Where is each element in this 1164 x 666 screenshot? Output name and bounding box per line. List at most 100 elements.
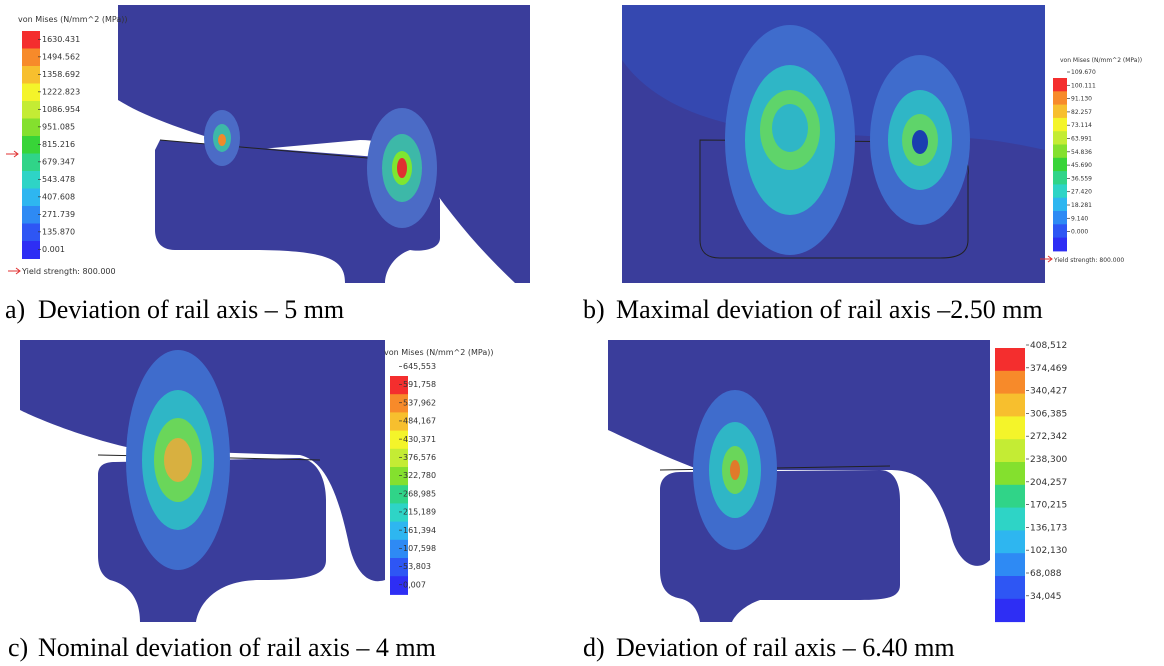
legend-swatch: [22, 171, 40, 189]
caption: Maximal deviation of rail axis –2.50 mm: [616, 295, 1043, 324]
legend-value: 543.478: [42, 175, 75, 184]
legend-swatch: [1053, 91, 1067, 105]
panel-c-image: [20, 340, 385, 622]
legend-swatch: [995, 462, 1025, 485]
legend-swatch: [1053, 184, 1067, 198]
yield-arrow: [8, 268, 20, 274]
legend-swatch: [1053, 198, 1067, 212]
legend-value: 408,512: [1030, 341, 1067, 351]
yield-label: Yield strength: 800.000: [1053, 257, 1124, 264]
legend-value: 102,130: [1030, 546, 1067, 556]
legend-swatch: [1053, 238, 1067, 252]
legend-swatch: [22, 189, 40, 207]
legend-value: 374,469: [1030, 364, 1067, 374]
figure: von Mises (N/mm^2 (MPa)) 1630.431 1494.562…: [0, 0, 1164, 666]
legend-value: 951.085: [42, 123, 75, 132]
legend-value: 107,598: [403, 544, 436, 553]
legend-swatch: [1053, 211, 1067, 225]
legend-swatch: [1053, 224, 1067, 238]
caption: Nominal deviation of rail axis – 4 mm: [38, 633, 436, 662]
panel-d-image: [608, 340, 990, 622]
legend-swatch: [995, 348, 1025, 371]
legend-value: 45.690: [1071, 162, 1092, 169]
legend-value: 1630.431: [42, 35, 80, 44]
legend-value: 170,215: [1030, 501, 1067, 511]
legend-value: 204,257: [1030, 478, 1067, 488]
legend-value: 34,045: [1030, 592, 1062, 602]
legend-value: 238,300: [1030, 455, 1067, 465]
legend-swatch: [995, 416, 1025, 439]
legend-swatch: [995, 599, 1025, 622]
legend-swatch: [1053, 145, 1067, 159]
legend-value: 1222.823: [42, 88, 80, 97]
legend-swatch: [22, 119, 40, 137]
legend-value: 18.281: [1071, 202, 1092, 209]
caption-label: b): [583, 295, 605, 324]
legend-value: 407.608: [42, 193, 75, 202]
legend-value: 591,758: [403, 380, 436, 389]
legend-value: 271.739: [42, 210, 75, 219]
panel-b-image: [622, 5, 1045, 283]
legend-swatch: [22, 136, 40, 154]
caption-label: a): [5, 295, 25, 324]
legend-value: 376,576: [403, 453, 436, 462]
legend-value: 161,394: [403, 526, 436, 535]
legend-value: 136,173: [1030, 523, 1067, 533]
panel-a-image: [118, 5, 530, 283]
legend-value: 484,167: [403, 417, 436, 426]
legend-swatch: [995, 530, 1025, 553]
legend-swatch: [22, 154, 40, 172]
legend-title: von Mises (N/mm^2 (MPa)): [18, 15, 128, 24]
legend-value: 109.670: [1071, 69, 1096, 76]
legend-title: von Mises (N/mm^2 (MPa)): [1060, 57, 1142, 64]
yield-marker: [6, 151, 18, 157]
legend-value: 36.559: [1071, 175, 1092, 182]
legend-value: 63.991: [1071, 136, 1092, 143]
legend-swatch: [22, 66, 40, 84]
legend-value: 272,342: [1030, 432, 1067, 442]
legend-value: 306,385: [1030, 409, 1067, 419]
legend-swatch: [995, 485, 1025, 508]
legend-swatch: [1053, 78, 1067, 92]
legend-value: 135.870: [42, 228, 75, 237]
legend-value: 430,371: [403, 435, 436, 444]
legend-swatch: [22, 49, 40, 67]
legend-title: von Mises (N/mm^2 (MPa)): [384, 348, 494, 357]
legend-value: 645,553: [403, 362, 436, 371]
legend-swatch: [1053, 131, 1067, 145]
legend-value: 1494.562: [42, 53, 80, 62]
legend-swatch: [995, 553, 1025, 576]
caption: Deviation of rail axis – 5 mm: [38, 295, 344, 324]
legend-swatch: [995, 508, 1025, 531]
legend-value: 73.114: [1071, 122, 1092, 129]
legend-swatch: [1053, 118, 1067, 132]
legend-value: 215,189: [403, 508, 436, 517]
legend-value: 537,962: [403, 398, 436, 407]
legend-value: 679.347: [42, 158, 75, 167]
legend-value: 68,088: [1030, 569, 1062, 579]
legend-value: 0.001: [42, 245, 65, 254]
legend-value: 9.140: [1071, 215, 1088, 222]
legend-value: 815.216: [42, 140, 75, 149]
legend-swatch: [995, 439, 1025, 462]
legend-swatch: [1053, 158, 1067, 172]
legend-value: 53,803: [403, 562, 431, 571]
legend-value: 0.000: [1071, 229, 1088, 236]
legend-value: 27.420: [1071, 189, 1092, 196]
legend-value: 340,427: [1030, 387, 1067, 397]
legend-value: 1086.954: [42, 105, 80, 114]
legend-swatch: [995, 576, 1025, 599]
legend-swatch: [22, 84, 40, 102]
legend-swatch: [22, 101, 40, 119]
legend-value: 1358.692: [42, 70, 80, 79]
legend-value: 322,780: [403, 471, 436, 480]
caption-label: d): [583, 633, 605, 662]
legend-value: 82.257: [1071, 109, 1092, 116]
legend-swatch: [22, 224, 40, 242]
legend-swatch: [22, 206, 40, 224]
legend-swatch: [22, 241, 40, 259]
legend-swatch: [995, 394, 1025, 417]
legend-value: 100.111: [1071, 82, 1096, 89]
caption-label: c): [8, 633, 28, 662]
caption: Deviation of rail axis – 6.40 mm: [616, 633, 955, 662]
